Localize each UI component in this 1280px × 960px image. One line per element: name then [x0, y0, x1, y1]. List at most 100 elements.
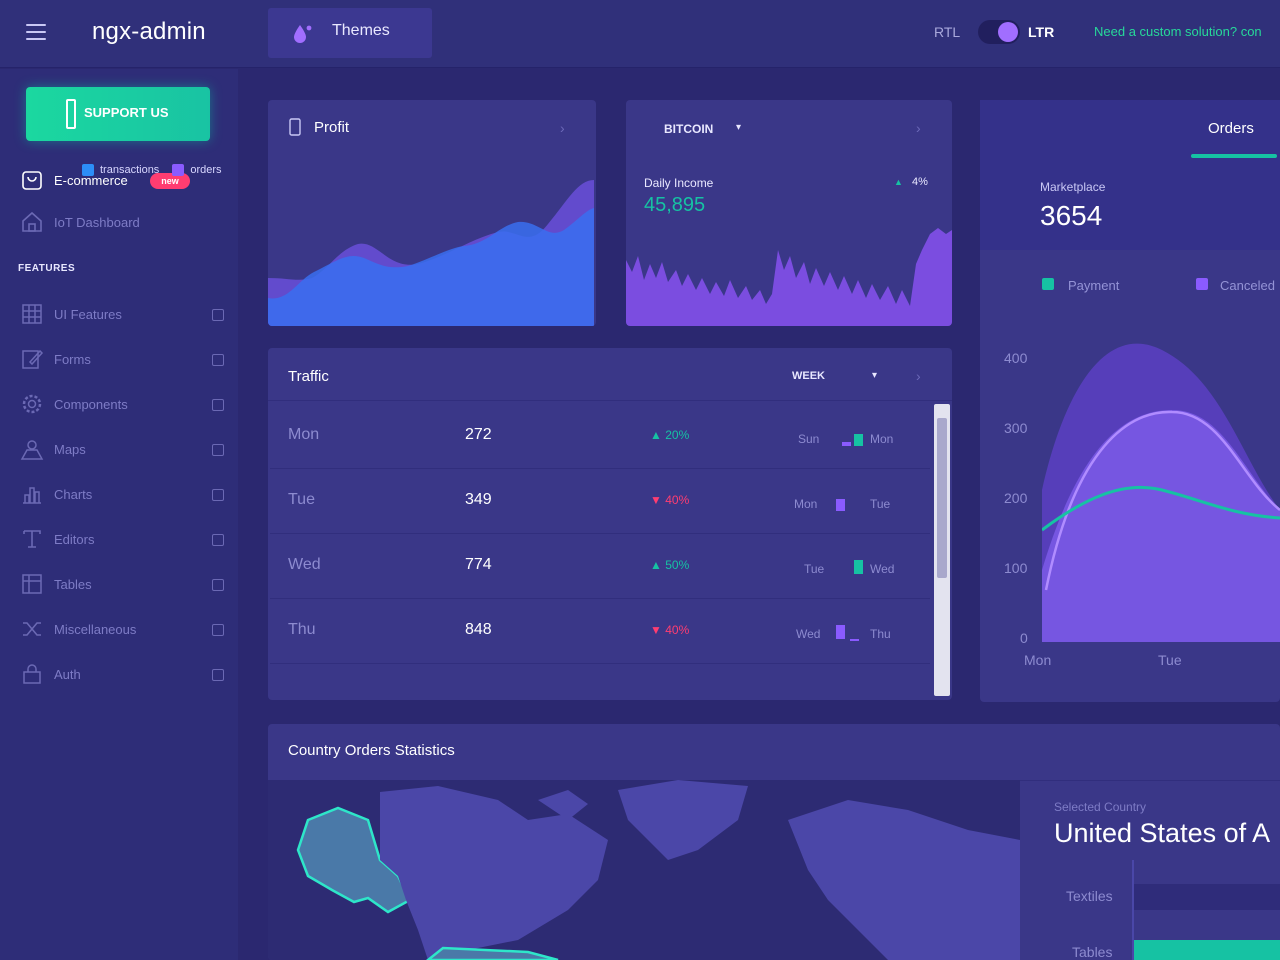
profit-chart	[268, 180, 594, 326]
traffic-delta: ▲ 20%	[650, 428, 690, 442]
expand-icon[interactable]	[212, 354, 224, 366]
traffic-delta: ▼ 40%	[650, 493, 690, 507]
expand-icon[interactable]	[212, 444, 224, 456]
country-orders-title: Country Orders Statistics	[288, 742, 455, 759]
tab-orders[interactable]: Orders	[1208, 120, 1254, 137]
sidebar-item-label: Charts	[54, 487, 93, 502]
traffic-delta: ▲ 50%	[650, 558, 690, 572]
chevron-down-icon[interactable]: ▾	[872, 370, 878, 381]
orders-tabbar	[980, 100, 1280, 158]
sidebar-item-label: Miscellaneous	[54, 622, 137, 637]
y-tick: 200	[1004, 490, 1028, 506]
features-group-label: FEATURES	[18, 263, 76, 274]
traffic-day: Tue	[288, 491, 315, 508]
daily-income-label: Daily Income	[644, 176, 714, 190]
profit-legend: transactions orders	[82, 164, 222, 177]
sidebar-item-auth[interactable]: Auth	[0, 660, 238, 692]
y-tick: 400	[1004, 350, 1028, 366]
legend-transactions: transactions	[100, 164, 160, 176]
sidebar-item-components[interactable]: Components	[0, 390, 238, 422]
sidebar-item-iot-dashboard[interactable]: IoT Dashboard	[0, 208, 238, 240]
active-tab-indicator	[1191, 154, 1277, 158]
table-icon	[22, 574, 42, 594]
expand-icon[interactable]	[212, 489, 224, 501]
rtl-label: RTL	[934, 24, 961, 40]
chevron-right-icon[interactable]: ›	[916, 120, 921, 136]
direction-toggle[interactable]	[978, 20, 1020, 44]
lock-icon	[23, 664, 41, 684]
chevron-right-icon[interactable]: ›	[916, 368, 921, 384]
legend-swatch	[82, 164, 94, 177]
sidebar-item-ui-features[interactable]: UI Features	[0, 300, 238, 332]
traffic-day: Mon	[288, 426, 320, 443]
sidebar-item-tables[interactable]: Tables	[0, 570, 238, 602]
x-tick: Tue	[1158, 652, 1182, 668]
shuffle-icon	[23, 622, 41, 636]
y-tick: 300	[1004, 420, 1028, 436]
marketplace-label: Marketplace	[1040, 180, 1106, 194]
country-orders-card	[268, 724, 1280, 960]
world-map[interactable]	[268, 780, 1020, 960]
phone-icon	[66, 99, 76, 129]
sidebar-item-maps[interactable]: Maps	[0, 435, 238, 467]
arrow-up-icon: ▲	[650, 428, 666, 442]
legend-payment: Payment	[1068, 278, 1120, 293]
sidebar-item-editors[interactable]: Editors	[0, 525, 238, 557]
sidebar-item-forms[interactable]: Forms	[0, 345, 238, 377]
sidebar-item-label: Editors	[54, 532, 95, 547]
selected-country-label: Selected Country	[1054, 800, 1147, 814]
traffic-card	[268, 348, 952, 700]
custom-solution-link[interactable]: Need a custom solution? con	[1094, 24, 1262, 39]
period-select[interactable]: WEEK	[792, 370, 825, 382]
sidebar-item-ecommerce[interactable]: E-commerce new	[0, 166, 238, 198]
sidebar-item-label: E-commerce	[54, 173, 128, 188]
chevron-right-icon[interactable]: ›	[560, 120, 565, 136]
sidebar-item-label: Forms	[54, 352, 91, 367]
edit-icon	[22, 349, 44, 369]
orders-chart	[1042, 343, 1280, 642]
table-row: Mon 272 ▲ 20% Sun Mon	[270, 404, 930, 469]
profit-title: Profit	[314, 119, 350, 136]
support-us-button[interactable]: SUPPORT US	[26, 87, 210, 141]
sidebar-item-label: UI Features	[54, 307, 122, 322]
scrollbar-thumb[interactable]	[937, 418, 947, 578]
bitcoin-card	[626, 100, 952, 326]
expand-icon[interactable]	[212, 399, 224, 411]
daily-income-value: 45,895	[644, 194, 706, 216]
sidebar-item-charts[interactable]: Charts	[0, 480, 238, 512]
sidebar: SUPPORT US	[0, 69, 238, 960]
new-badge: new	[150, 173, 190, 189]
themes-button[interactable]: Themes	[268, 8, 432, 58]
expand-icon[interactable]	[212, 534, 224, 546]
chevron-down-icon[interactable]: ▾	[736, 122, 742, 133]
arrow-up-icon: ▲	[894, 177, 903, 187]
daily-income-percent: 4%	[912, 176, 928, 188]
themes-label: Themes	[332, 22, 390, 39]
category-bar	[1134, 940, 1280, 960]
expand-icon[interactable]	[212, 309, 224, 321]
map-icon	[20, 440, 44, 460]
sidebar-item-miscellaneous[interactable]: Miscellaneous	[0, 615, 238, 647]
traffic-scrollbar[interactable]	[934, 404, 950, 696]
traffic-day: Thu	[288, 621, 316, 638]
marketplace-value: 3654	[1040, 200, 1103, 231]
table-row: Wed 774 ▲ 50% Tue Wed	[270, 534, 930, 599]
legend-canceled: Canceled	[1220, 278, 1275, 293]
grid-icon	[22, 304, 42, 324]
legend-swatch	[1196, 278, 1208, 290]
expand-icon[interactable]	[212, 579, 224, 591]
menu-toggle-icon[interactable]	[26, 24, 46, 40]
traffic-value: 774	[465, 556, 492, 573]
expand-icon[interactable]	[212, 669, 224, 681]
category-label: Textiles	[1066, 888, 1113, 904]
app-logo[interactable]: ngx-admin	[92, 18, 206, 45]
expand-icon[interactable]	[212, 624, 224, 636]
traffic-title: Traffic	[288, 368, 329, 385]
category-label: Tables	[1072, 944, 1113, 960]
legend-orders: orders	[190, 164, 222, 176]
support-us-label: SUPPORT US	[84, 105, 169, 120]
chart-icon	[23, 487, 41, 504]
currency-select[interactable]: BITCOIN	[664, 122, 714, 136]
profit-card	[268, 100, 596, 326]
sidebar-item-label: Components	[54, 397, 128, 412]
